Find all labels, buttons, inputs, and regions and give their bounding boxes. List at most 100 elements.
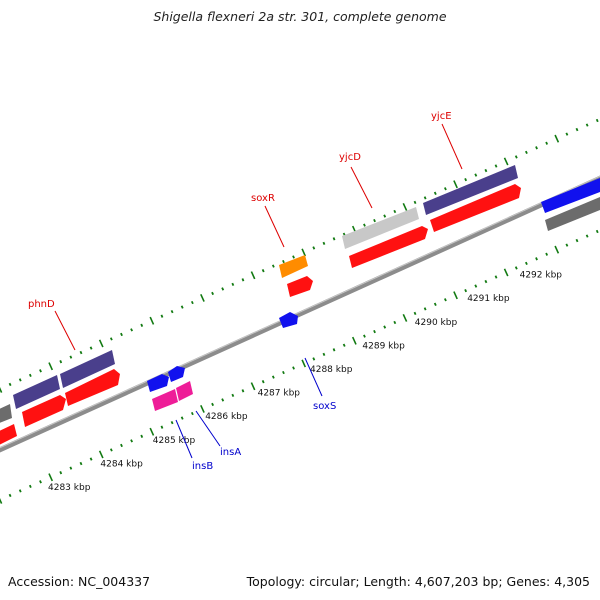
misc-feature-block bbox=[279, 255, 308, 278]
outer-tick bbox=[474, 173, 478, 177]
inner-tick bbox=[342, 343, 346, 347]
inner-tick bbox=[595, 229, 599, 234]
outer-tick bbox=[322, 241, 326, 245]
inner-tick bbox=[494, 275, 498, 279]
kbp-label: 4292 kbp bbox=[520, 271, 563, 281]
inner-tick bbox=[393, 320, 397, 325]
yjcD-leader bbox=[350, 166, 373, 209]
outer-tick bbox=[312, 246, 316, 250]
outer-tick bbox=[98, 339, 104, 348]
outer-tick bbox=[79, 350, 83, 355]
ins-cds-block bbox=[168, 366, 185, 382]
kbp-label: 4291 kbp bbox=[467, 294, 510, 304]
outer-tick bbox=[200, 293, 205, 302]
inner-tick bbox=[292, 366, 295, 370]
outer-tick bbox=[170, 310, 174, 314]
inner-tick bbox=[200, 404, 205, 413]
inner-gene-ring bbox=[0, 184, 600, 445]
outer-tick bbox=[453, 180, 458, 189]
outer-tick bbox=[282, 259, 285, 264]
label-insA: insA bbox=[220, 447, 241, 458]
kbp-label: 4288 kbp bbox=[310, 365, 353, 375]
inner-tick bbox=[413, 311, 417, 316]
label-phnD: phnD bbox=[28, 299, 55, 310]
inner-tick bbox=[423, 307, 427, 311]
outer-tick bbox=[402, 202, 408, 211]
outer-tick bbox=[59, 360, 63, 364]
gene-labels: phnD soxR yjcD yjcE insB insA soxS bbox=[28, 111, 463, 472]
inner-tick bbox=[402, 313, 408, 322]
outer-tick-ring bbox=[0, 118, 599, 393]
gene-block bbox=[541, 178, 600, 213]
outer-tick bbox=[585, 123, 589, 127]
insA-leader bbox=[195, 410, 221, 447]
outer-tick bbox=[373, 218, 376, 223]
inner-tick bbox=[332, 348, 336, 352]
outer-tick bbox=[503, 157, 509, 166]
outer-tick bbox=[413, 200, 417, 205]
inner-tick bbox=[130, 439, 134, 443]
soxS-leader bbox=[304, 357, 323, 397]
kbp-label: 4283 kbp bbox=[48, 483, 91, 493]
outer-tick bbox=[464, 178, 468, 182]
inner-tick bbox=[170, 421, 174, 425]
outer-tick bbox=[514, 155, 518, 159]
outer-tick bbox=[423, 196, 427, 200]
backbone-highlight bbox=[0, 175, 600, 449]
cds-block bbox=[65, 369, 120, 406]
outer-tick bbox=[545, 141, 549, 145]
inner-tick bbox=[514, 266, 518, 270]
ins-cds-block bbox=[147, 374, 169, 392]
label-insB: insB bbox=[192, 461, 213, 472]
kbp-label: 4290 kbp bbox=[415, 318, 458, 328]
inner-tick bbox=[301, 359, 307, 368]
inner-tick bbox=[261, 380, 265, 384]
inner-tick bbox=[322, 352, 326, 356]
outer-tick bbox=[231, 282, 235, 286]
outer-tick bbox=[433, 191, 437, 195]
soxR-cds-block bbox=[287, 276, 313, 297]
outer-tick bbox=[140, 323, 144, 327]
inner-tick bbox=[443, 298, 447, 302]
outer-tick bbox=[595, 118, 599, 123]
inner-tick bbox=[221, 398, 225, 402]
inner-tick bbox=[109, 448, 113, 452]
outer-tick bbox=[180, 305, 184, 309]
outer-tick bbox=[160, 314, 164, 318]
inner-tick bbox=[383, 325, 387, 329]
inner-tick bbox=[69, 466, 73, 470]
kbp-label: 4286 kbp bbox=[205, 412, 248, 422]
soxR-leader bbox=[264, 205, 285, 248]
outer-tick bbox=[8, 382, 12, 387]
label-yjcE: yjcE bbox=[431, 111, 452, 122]
cds-block bbox=[349, 226, 428, 268]
inner-tick bbox=[484, 279, 488, 284]
gene-block bbox=[60, 350, 115, 388]
label-soxS: soxS bbox=[313, 401, 336, 412]
label-yjcD: yjcD bbox=[339, 152, 361, 163]
inner-tick bbox=[18, 489, 22, 493]
inner-tick bbox=[241, 389, 245, 393]
outer-gene-ring bbox=[0, 165, 600, 423]
accession-text: Accession: NC_004337 bbox=[8, 574, 151, 589]
inner-tick bbox=[282, 370, 285, 375]
soxS-cds-block bbox=[279, 312, 298, 328]
outer-tick bbox=[292, 255, 295, 259]
inner-tick bbox=[120, 443, 123, 448]
inner-tick bbox=[48, 473, 54, 482]
outer-tick bbox=[363, 223, 366, 227]
inner-tick bbox=[140, 434, 144, 438]
ins-insertion-block bbox=[176, 381, 193, 401]
inner-tick bbox=[8, 493, 12, 498]
outer-tick bbox=[494, 164, 498, 168]
inner-tick bbox=[312, 357, 316, 361]
inner-tick bbox=[535, 257, 538, 261]
inner-tick bbox=[565, 243, 569, 247]
gene-block bbox=[0, 404, 12, 423]
outer-tick bbox=[554, 134, 560, 143]
inner-tick bbox=[160, 425, 164, 429]
cds-block bbox=[545, 197, 600, 231]
inner-tick bbox=[149, 427, 155, 436]
outer-tick bbox=[250, 271, 256, 280]
outer-tick bbox=[443, 187, 447, 191]
